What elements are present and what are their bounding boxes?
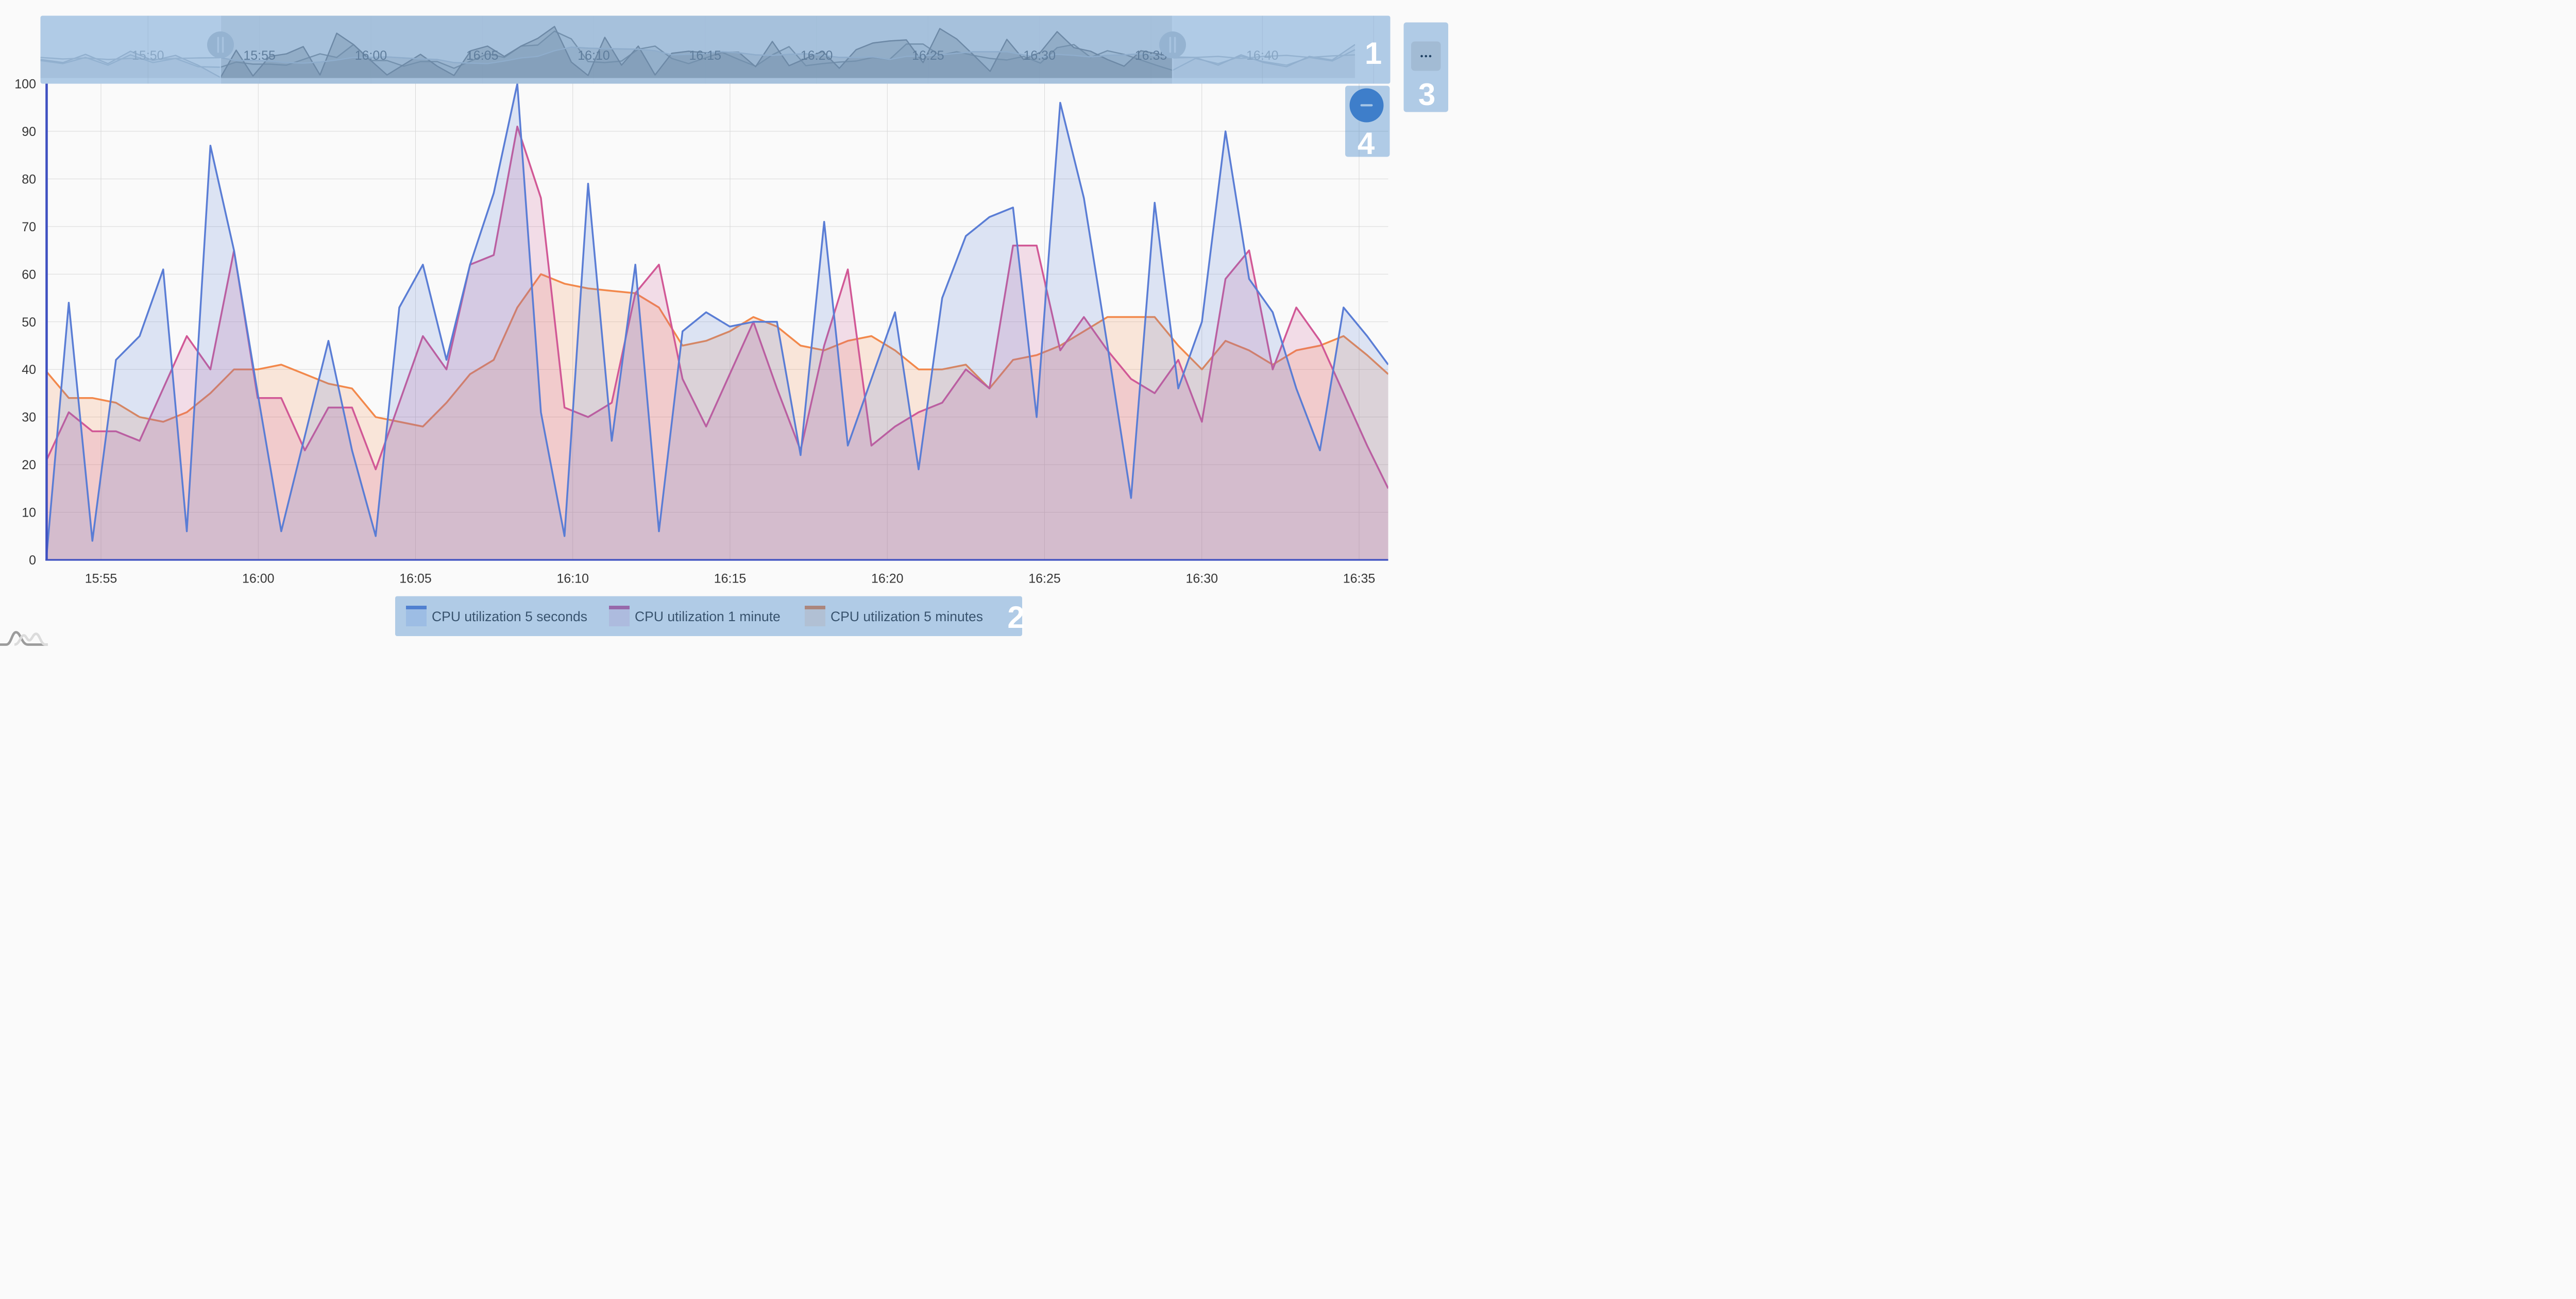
svg-text:16:10: 16:10 (578, 48, 610, 63)
svg-text:1: 1 (1365, 36, 1382, 71)
svg-text:16:00: 16:00 (355, 48, 387, 63)
svg-text:16:15: 16:15 (714, 572, 747, 586)
svg-text:16:05: 16:05 (466, 48, 499, 63)
svg-text:16:05: 16:05 (399, 572, 432, 586)
svg-text:16:25: 16:25 (1028, 572, 1061, 586)
svg-text:40: 40 (22, 363, 36, 377)
svg-text:70: 70 (22, 220, 36, 234)
svg-text:16:35: 16:35 (1343, 572, 1376, 586)
svg-text:CPU utilization 1 minute: CPU utilization 1 minute (635, 609, 781, 624)
svg-text:15:50: 15:50 (132, 48, 164, 63)
svg-text:CPU utilization 5 minutes: CPU utilization 5 minutes (831, 609, 983, 624)
svg-text:50: 50 (22, 315, 36, 330)
svg-text:10: 10 (22, 506, 36, 520)
svg-text:16:00: 16:00 (242, 572, 275, 586)
svg-text:15:55: 15:55 (243, 48, 276, 63)
svg-text:100: 100 (14, 77, 36, 92)
svg-text:3: 3 (1418, 77, 1435, 112)
svg-text:CPU utilization 5 seconds: CPU utilization 5 seconds (432, 609, 587, 624)
svg-text:60: 60 (22, 267, 36, 282)
svg-text:90: 90 (22, 125, 36, 139)
svg-text:15:55: 15:55 (85, 572, 117, 586)
svg-text:16:20: 16:20 (801, 48, 833, 63)
svg-text:0: 0 (29, 553, 36, 568)
svg-text:30: 30 (22, 411, 36, 425)
svg-text:16:10: 16:10 (556, 572, 589, 586)
svg-text:20: 20 (22, 458, 36, 472)
svg-text:16:20: 16:20 (871, 572, 904, 586)
svg-text:16:30: 16:30 (1023, 48, 1056, 63)
svg-text:16:40: 16:40 (1246, 48, 1279, 63)
svg-text:2: 2 (1007, 600, 1024, 635)
svg-text:80: 80 (22, 172, 36, 186)
svg-text:4: 4 (1358, 126, 1375, 161)
svg-text:16:30: 16:30 (1185, 572, 1218, 586)
svg-text:16:15: 16:15 (689, 48, 722, 63)
svg-text:16:25: 16:25 (912, 48, 944, 63)
